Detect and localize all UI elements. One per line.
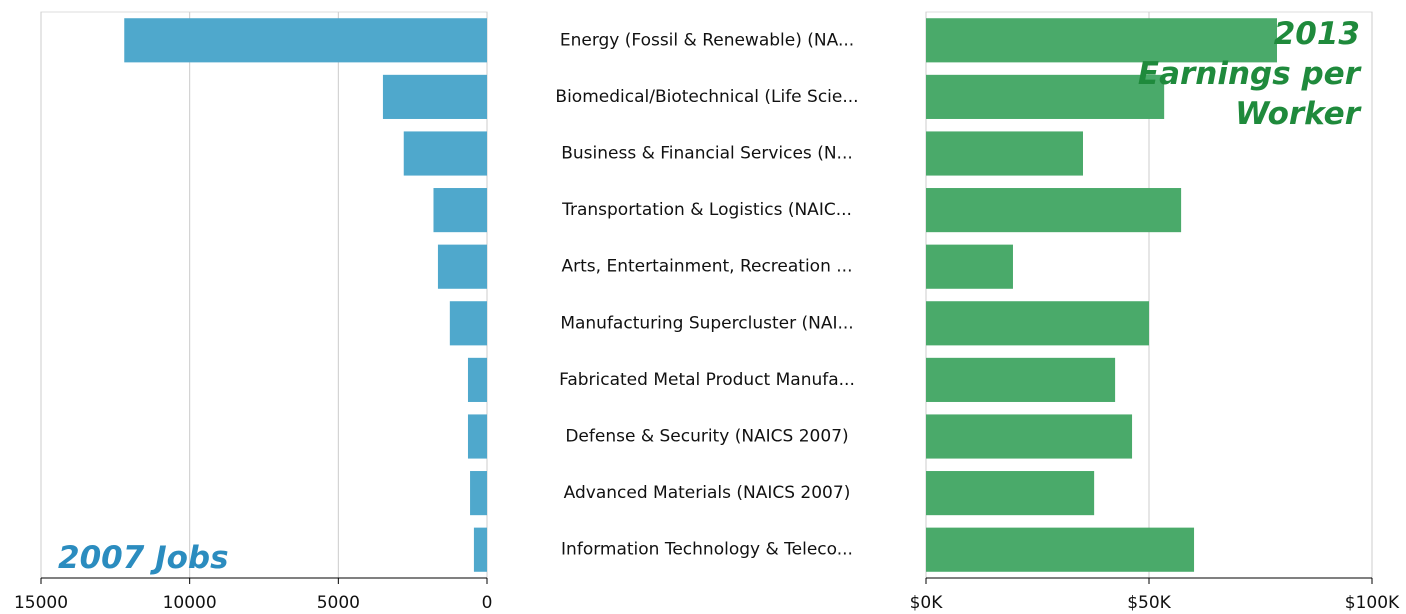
category-label: Energy (Fossil & Renewable) (NA... [560, 30, 854, 50]
x-tick-label: $50K [1127, 593, 1171, 613]
bar [926, 414, 1133, 459]
bar [926, 527, 1195, 572]
bar [124, 18, 488, 63]
x-tick-label: 5000 [317, 593, 360, 613]
x-tick-label: $100K [1345, 593, 1400, 613]
x-tick-label: 0 [482, 593, 493, 613]
category-label: Defense & Security (NAICS 2007) [565, 427, 848, 447]
bar [382, 74, 487, 119]
bar [926, 301, 1149, 346]
category-label: Information Technology & Teleco... [561, 540, 853, 560]
x-tick-label: 10000 [163, 593, 217, 613]
chart-title: 2007 Jobs [58, 540, 229, 576]
bar [467, 357, 487, 402]
category-label: Arts, Entertainment, Recreation ... [562, 257, 853, 277]
bar [470, 471, 487, 516]
bar [403, 131, 487, 176]
x-tick-label: $0K [910, 593, 944, 613]
bar [926, 357, 1116, 402]
bar [926, 188, 1182, 233]
category-label: Manufacturing Supercluster (NAI... [560, 313, 853, 333]
bar [926, 74, 1165, 119]
bar [926, 471, 1095, 516]
bar [449, 301, 487, 346]
bar [926, 18, 1278, 63]
category-label: Business & Financial Services (N... [561, 144, 853, 164]
bar [926, 244, 1013, 289]
bar [433, 188, 487, 233]
bar [926, 131, 1083, 176]
category-label: Biomedical/Biotechnical (Life Scie... [555, 87, 858, 107]
bar [473, 527, 487, 572]
bar [437, 244, 487, 289]
category-label: Advanced Materials (NAICS 2007) [564, 483, 851, 503]
category-label: Transportation & Logistics (NAIC... [561, 200, 852, 220]
x-tick-label: 15000 [14, 593, 68, 613]
category-label: Fabricated Metal Product Manufa... [559, 370, 855, 390]
bar [467, 414, 487, 459]
chart-title: 2013 Earnings per Worker [1137, 16, 1360, 132]
